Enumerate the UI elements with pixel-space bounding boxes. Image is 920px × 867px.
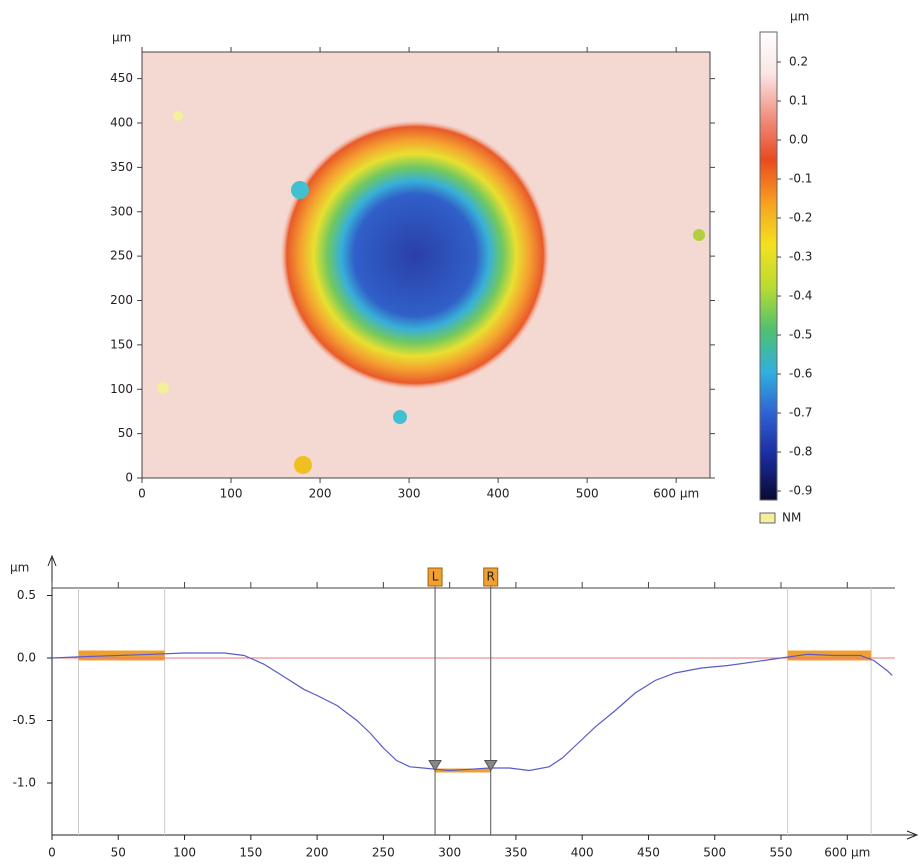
y-tick-label: 0.5: [17, 588, 36, 602]
x-tick-label: 0: [48, 846, 56, 860]
cursor-tag: [427, 567, 443, 587]
y-axis-arrow: [47, 554, 57, 567]
colorbar-tick-label: -0.6: [789, 367, 812, 381]
cursor-tag: [483, 567, 499, 587]
spot: [294, 456, 312, 474]
x-axis-arrow: [906, 830, 919, 840]
colorbar: [759, 31, 778, 501]
y-tick-label: 100: [110, 382, 133, 396]
spot: [157, 382, 169, 394]
colorbar-tick-label: 0.2: [789, 55, 808, 69]
x-tick-label: 100: [220, 487, 243, 501]
x-tick-label: 550: [770, 846, 793, 860]
colorbar-tick-label: -0.8: [789, 445, 812, 459]
colorbar-tick-label: 0.0: [789, 133, 808, 147]
legend-label: NM: [782, 511, 801, 525]
x-tick-label: 200: [306, 846, 329, 860]
x-tick-label: 600 µm: [653, 487, 699, 501]
spot: [693, 229, 705, 241]
x-tick-label: 400: [487, 487, 510, 501]
x-tick-label: 50: [111, 846, 126, 860]
x-tick-label: 250: [372, 846, 395, 860]
x-tick-label: 350: [504, 846, 527, 860]
x-tick-label: 300: [398, 487, 421, 501]
x-tick-label: 600 µm: [824, 846, 870, 860]
x-tick-label: 200: [309, 487, 332, 501]
colorbar-tick-label: -0.2: [789, 211, 812, 225]
spot: [393, 410, 407, 424]
profile-line: [51, 652, 893, 772]
spot: [173, 111, 183, 121]
height-map: [141, 51, 711, 479]
y-tick-label: 150: [110, 337, 133, 351]
y-tick-label: 50: [118, 426, 133, 440]
x-tick-label: 500: [576, 487, 599, 501]
map-frame: [141, 51, 711, 479]
y-tick-label: 0.0: [17, 651, 36, 665]
y-tick-label: 0: [125, 471, 133, 485]
y-tick-label: 300: [110, 204, 133, 218]
x-tick-label: 500: [703, 846, 726, 860]
cursor-band: [435, 768, 491, 773]
colorbar-tick-label: 0.1: [789, 94, 808, 108]
colorbar-unit: µm: [790, 10, 809, 24]
y-tick-label: 250: [110, 249, 133, 263]
cursor-label: R: [487, 570, 495, 584]
colorbar-tick-label: -0.9: [789, 484, 812, 498]
y-tick-label: -1.0: [13, 776, 36, 790]
depression: [250, 95, 580, 415]
spot: [291, 181, 309, 199]
y-tick-label: 400: [110, 116, 133, 130]
y-tick-label: -0.5: [13, 713, 36, 727]
x-tick-label: 400: [571, 846, 594, 860]
x-tick-label: 450: [637, 846, 660, 860]
y-axis-unit: µm: [112, 31, 131, 45]
cursor-marker: [428, 760, 442, 772]
colorbar-tick-label: -0.1: [789, 172, 812, 186]
colorbar-tick-label: -0.3: [789, 250, 812, 264]
colorbar-tick-label: -0.7: [789, 406, 812, 420]
cursor-label: L: [432, 570, 439, 584]
cursor-marker: [483, 760, 498, 772]
y-axis-unit: µm: [10, 561, 29, 575]
x-tick-label: 300: [438, 846, 461, 860]
x-tick-label: 150: [239, 846, 262, 860]
legend-swatch: [759, 512, 776, 524]
y-tick-label: 350: [110, 160, 133, 174]
colorbar-tick-label: -0.4: [789, 289, 812, 303]
y-tick-label: 450: [110, 71, 133, 85]
x-tick-label: 0: [138, 487, 146, 501]
colorbar-tick-label: -0.5: [789, 328, 812, 342]
x-tick-label: 100: [173, 846, 196, 860]
y-tick-label: 200: [110, 293, 133, 307]
